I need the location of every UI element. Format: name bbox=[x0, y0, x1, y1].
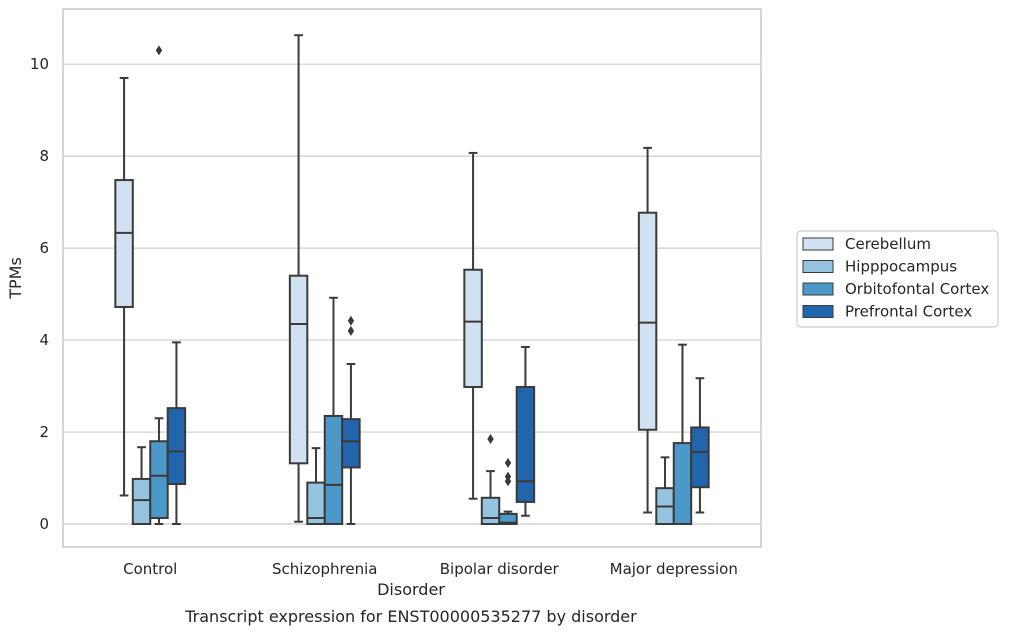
legend-item: Cerebellum bbox=[802, 235, 931, 253]
box bbox=[480, 433, 501, 526]
box-body bbox=[515, 385, 536, 503]
outlier-point bbox=[347, 315, 355, 326]
box-body bbox=[131, 477, 152, 526]
outlier-point bbox=[504, 457, 512, 468]
box-body bbox=[498, 512, 518, 526]
box bbox=[323, 296, 344, 526]
y-axis-label: TPMs bbox=[6, 257, 25, 300]
figure-caption: Transcript expression for ENST0000053527… bbox=[184, 607, 637, 626]
plot-frame bbox=[62, 8, 762, 548]
legend-item: Hipppocampus bbox=[802, 258, 957, 276]
legend-swatch bbox=[802, 260, 834, 273]
box bbox=[341, 315, 361, 526]
box bbox=[498, 457, 518, 526]
x-tick-label: Major depression bbox=[610, 560, 738, 578]
legend-swatch bbox=[802, 305, 834, 318]
box-body bbox=[672, 442, 693, 526]
box-body bbox=[166, 407, 187, 486]
box-body bbox=[463, 268, 483, 388]
box-body bbox=[114, 179, 134, 308]
y-tick-labels: 0 2 4 6 8 10 bbox=[30, 55, 49, 533]
x-tick-label: Control bbox=[123, 560, 177, 578]
y-tick-label: 6 bbox=[39, 239, 49, 257]
y-tick-label: 8 bbox=[39, 147, 49, 165]
legend-swatch bbox=[802, 237, 834, 251]
box-body bbox=[637, 211, 658, 431]
legend-frame bbox=[796, 230, 999, 328]
box-body bbox=[480, 496, 501, 526]
outlier-point bbox=[347, 325, 355, 336]
box bbox=[463, 151, 483, 500]
legend-item: Prefrontal Cortex bbox=[802, 303, 972, 321]
y-tick-label: 0 bbox=[39, 515, 49, 533]
box bbox=[690, 377, 710, 514]
x-tick-label: Bipolar disorder bbox=[440, 560, 560, 578]
box bbox=[515, 345, 536, 517]
y-tick-label: 10 bbox=[30, 55, 49, 73]
legend-swatch bbox=[802, 282, 834, 296]
box bbox=[306, 447, 326, 526]
box bbox=[114, 76, 134, 497]
box bbox=[131, 446, 152, 526]
x-axis-label: Disorder bbox=[377, 580, 445, 599]
box bbox=[288, 34, 309, 523]
outlier-point bbox=[487, 433, 494, 444]
legend-label: Prefrontal Cortex bbox=[845, 303, 972, 321]
legend: Cerebellum Hipppocampus Orbitofontal Corte… bbox=[796, 230, 999, 328]
y-tick-label: 4 bbox=[39, 331, 49, 349]
box-body bbox=[149, 440, 169, 520]
legend-label: Hipppocampus bbox=[845, 258, 957, 276]
box-body bbox=[323, 414, 344, 526]
box-body bbox=[690, 426, 710, 489]
outlier-point bbox=[155, 45, 163, 56]
y-tick-label: 2 bbox=[39, 423, 49, 441]
legend-label: Cerebellum bbox=[845, 235, 931, 253]
box-body bbox=[288, 274, 309, 465]
legend-item: Orbitofontal Cortex bbox=[802, 280, 989, 298]
box-body bbox=[341, 418, 361, 469]
x-tick-labels: Control Schizophrenia Bipolar disorder Majo… bbox=[123, 560, 738, 578]
box-series bbox=[114, 34, 710, 526]
outlier-point bbox=[504, 471, 512, 482]
box bbox=[637, 146, 658, 514]
legend-label: Orbitofontal Cortex bbox=[845, 280, 989, 298]
box bbox=[166, 341, 187, 526]
x-tick-label: Schizophrenia bbox=[272, 560, 377, 578]
